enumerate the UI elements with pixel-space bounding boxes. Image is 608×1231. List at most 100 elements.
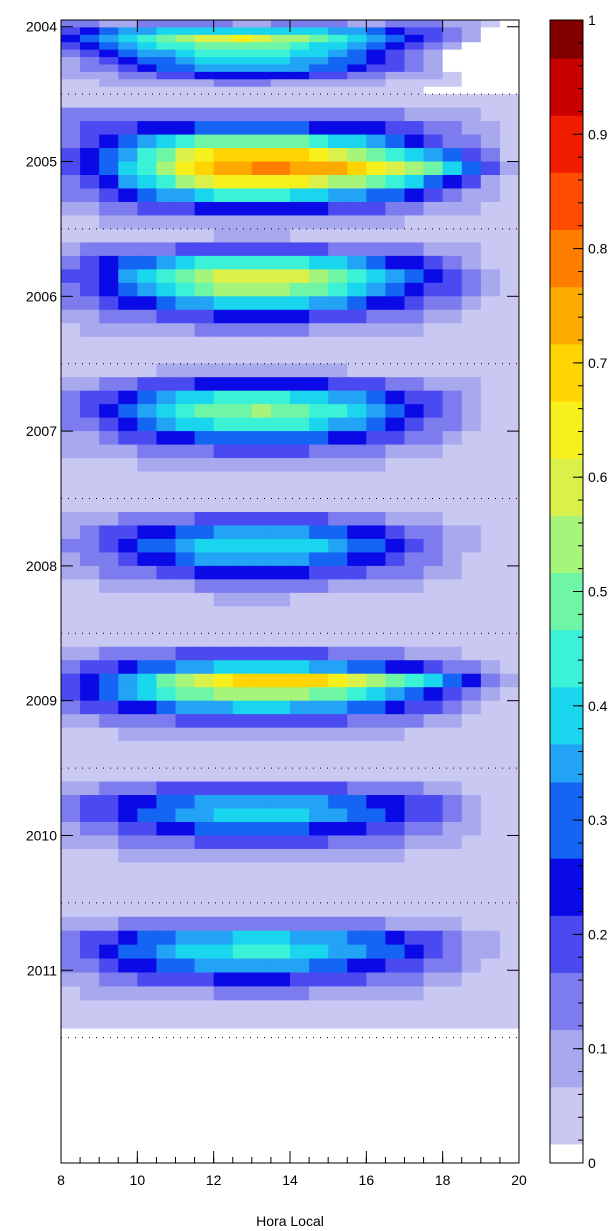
heatmap-cell [347,228,367,243]
heatmap-cell [347,255,367,270]
heatmap-cell [290,431,310,445]
heatmap-cell [328,889,348,904]
heatmap-cell [156,848,176,863]
heatmap-cell [194,972,215,987]
heatmap-cell [61,660,81,675]
heatmap-cell [175,201,195,216]
heatmap-cell [61,228,81,243]
heatmap-cell [194,296,215,311]
heatmap-cell [251,161,272,176]
heatmap-cell [137,986,157,1001]
heatmap-cell [213,687,234,702]
heatmap-cell [442,1000,463,1015]
heatmap-cell [309,71,329,80]
heatmap-cell [194,619,215,634]
colorbar-swatch [550,134,583,154]
heatmap-cell [442,350,463,365]
heatmap-cell [61,404,81,419]
heatmap-cell [328,498,348,513]
heatmap-cell [194,511,215,526]
heatmap-cell [118,1000,138,1015]
colorbar-tick-label: 0.2 [588,926,608,942]
heatmap-cell [461,458,482,472]
heatmap-cell [347,188,367,203]
heatmap-cell [461,1000,482,1015]
heatmap-cell [194,161,215,176]
heatmap-cell [175,215,195,230]
heatmap-cell [290,350,310,365]
heatmap-cell [347,323,367,338]
heatmap-cell [480,390,501,405]
heatmap-cell [347,215,367,230]
heatmap-cell [175,363,195,378]
heatmap-cell [232,188,253,203]
heatmap-cell [461,714,482,729]
heatmap-cell [347,646,367,661]
heatmap-cell [194,34,215,43]
heatmap-cell [309,646,329,661]
heatmap-cell [232,916,253,932]
heatmap-cell [309,363,329,378]
heatmap-cell [137,916,157,932]
heatmap-cell [99,714,119,729]
heatmap-cell [404,309,424,324]
heatmap-cell [480,768,501,782]
heatmap-cell [423,175,444,189]
heatmap-cell [366,579,386,594]
heatmap-cell [404,972,424,987]
heatmap-cell [232,821,253,836]
heatmap-cell [461,889,482,904]
heatmap-cell [385,902,405,918]
heatmap-cell [175,511,195,526]
heatmap-cell [194,255,215,270]
heatmap-cell [461,768,482,782]
heatmap-cell [499,579,520,594]
heatmap-cell [137,795,157,809]
heatmap-cell [480,660,501,675]
colorbar-swatch [550,743,583,764]
heatmap-cell [156,148,176,162]
heatmap-cell [328,795,348,809]
heatmap-cell [99,471,119,486]
heatmap-cell [232,121,253,135]
heatmap-cell [232,808,253,823]
heatmap-cell [213,821,234,836]
heatmap-cell [137,417,157,432]
heatmap-cell [328,242,348,257]
heatmap-cell [61,944,81,959]
heatmap-cell [213,86,234,95]
heatmap-cell [194,930,215,946]
heatmap-cell [80,417,100,432]
heatmap-cell [328,673,348,688]
heatmap-cell [61,350,81,365]
heatmap-cell [99,148,119,162]
heatmap-cell [156,727,176,742]
heatmap-cell [137,86,157,95]
heatmap-cell [118,848,138,863]
heatmap-cell [99,107,119,122]
heatmap-cell [137,592,157,607]
heatmap-cell [499,64,520,73]
heatmap-cell [194,134,215,149]
heatmap-cell [194,148,215,162]
heatmap-cell [194,188,215,203]
heatmap-cell [290,916,310,932]
x-tick-label: 8 [57,1172,65,1188]
heatmap-cell [156,79,176,88]
heatmap-cell [80,49,100,58]
heatmap-cell [442,986,463,1001]
heatmap-cell [499,42,520,51]
heatmap-cell [442,538,463,553]
heatmap-cell [290,768,310,782]
heatmap-cell [156,538,176,553]
heatmap-cell [213,269,234,284]
colorbar-swatch [550,648,583,669]
heatmap-cell [442,404,463,419]
heatmap-cell [61,86,81,95]
heatmap-cell [251,848,272,863]
heatmap-cell [461,700,482,715]
heatmap-cell [80,889,100,904]
heatmap-cell [270,633,291,648]
heatmap-cell [175,228,195,243]
heatmap-cell [290,795,310,809]
